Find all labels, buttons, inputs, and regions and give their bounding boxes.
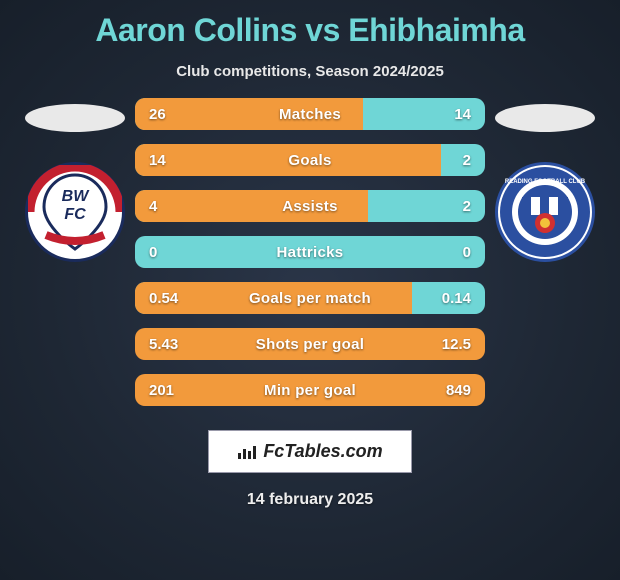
stat-value-right: 0.14 <box>442 290 471 307</box>
stat-bar: 5.43Shots per goal12.5 <box>135 328 485 360</box>
stat-label: Hattricks <box>135 244 485 261</box>
page-title: Aaron Collins vs Ehibhaimha <box>95 12 524 49</box>
comparison-card: Aaron Collins vs Ehibhaimha Club competi… <box>0 0 620 519</box>
stat-label: Matches <box>135 106 485 123</box>
watermark-badge: FcTables.com <box>208 430 411 473</box>
stat-value-right: 14 <box>454 106 471 123</box>
stat-value-right: 849 <box>446 382 471 399</box>
stat-bar: 0.54Goals per match0.14 <box>135 282 485 314</box>
svg-text:READING FOOTBALL CLUB: READING FOOTBALL CLUB <box>505 179 586 185</box>
stat-value-right: 2 <box>463 152 471 169</box>
stat-label: Goals per match <box>135 290 485 307</box>
stat-label: Goals <box>135 152 485 169</box>
left-player-col: BW FC <box>15 98 135 262</box>
stat-label: Assists <box>135 198 485 215</box>
stats-column: 26Matches1414Goals24Assists20Hattricks00… <box>135 98 485 406</box>
watermark-text: FcTables.com <box>263 441 382 462</box>
date-label: 14 february 2025 <box>247 491 373 509</box>
reading-crest-icon: READING FOOTBALL CLUB <box>498 165 592 259</box>
stat-value-right: 2 <box>463 198 471 215</box>
main-row: BW FC 26Matches1414Goals24Assists20Hattr… <box>0 98 620 406</box>
left-club-crest: BW FC <box>25 162 125 262</box>
right-player-photo <box>495 104 595 132</box>
right-club-crest: READING FOOTBALL CLUB <box>495 162 595 262</box>
svg-text:FC: FC <box>64 206 86 223</box>
stat-label: Min per goal <box>135 382 485 399</box>
stat-label: Shots per goal <box>135 336 485 353</box>
stat-bar: 0Hattricks0 <box>135 236 485 268</box>
chart-icon <box>237 444 257 460</box>
left-player-photo <box>25 104 125 132</box>
bolton-crest-icon: BW FC <box>28 165 122 259</box>
subtitle: Club competitions, Season 2024/2025 <box>176 63 444 80</box>
stat-value-right: 0 <box>463 244 471 261</box>
svg-text:BW: BW <box>62 188 91 205</box>
stat-value-right: 12.5 <box>442 336 471 353</box>
stat-bar: 201Min per goal849 <box>135 374 485 406</box>
right-player-col: READING FOOTBALL CLUB <box>485 98 605 262</box>
stat-bar: 4Assists2 <box>135 190 485 222</box>
stat-bar: 26Matches14 <box>135 98 485 130</box>
stat-bar: 14Goals2 <box>135 144 485 176</box>
